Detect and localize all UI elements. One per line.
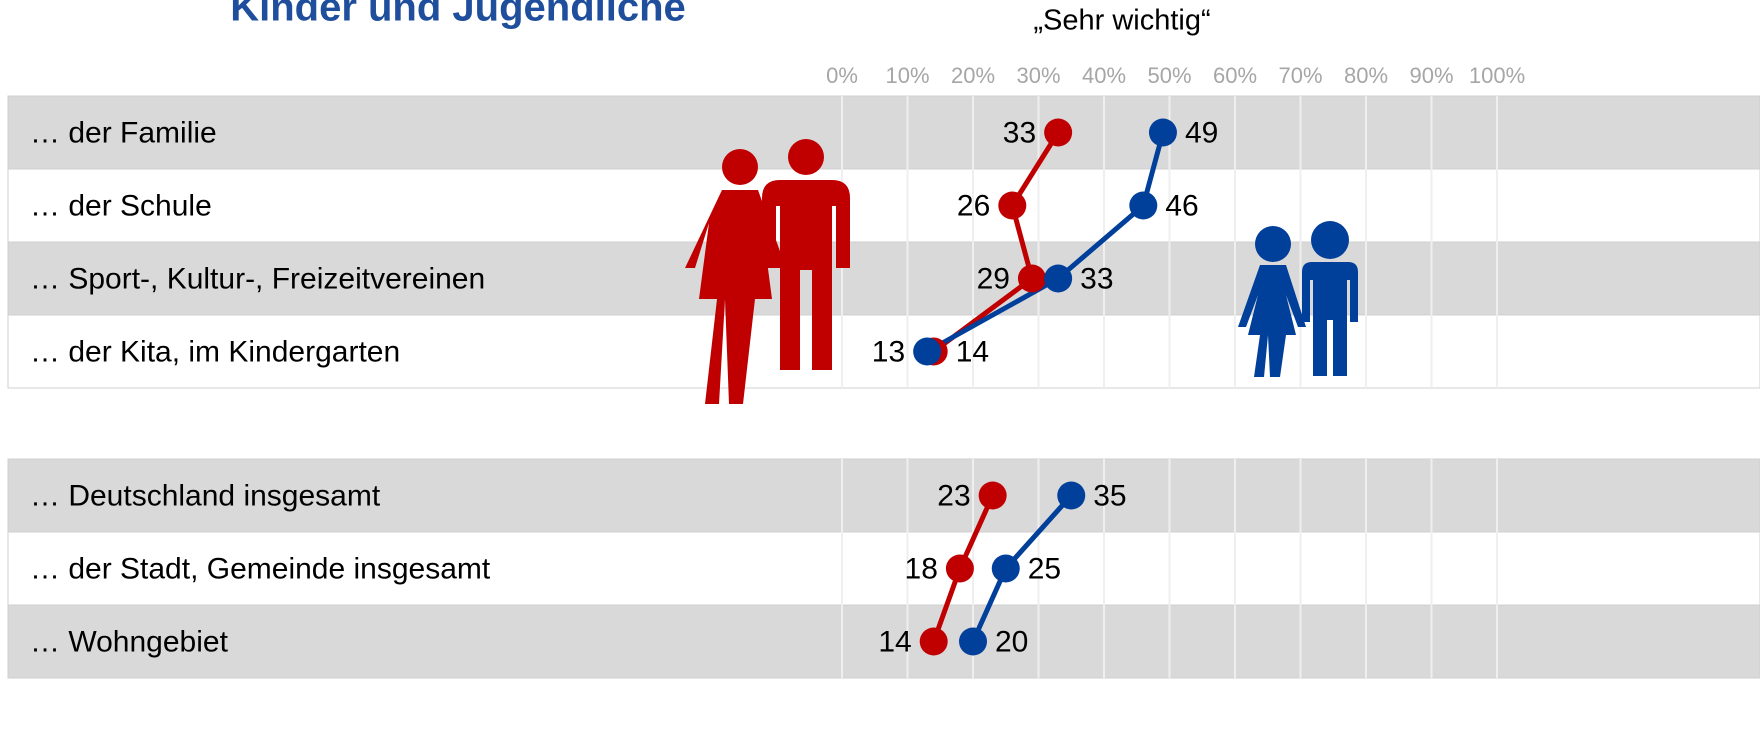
grid [841, 96, 1498, 678]
data-label: 26 [957, 189, 990, 222]
x-tick-label: 60% [1213, 63, 1257, 88]
dot [1148, 118, 1177, 147]
dot [978, 481, 1007, 510]
marks: 33 26 29 14 49 46 33 13 23 18 14 35 25 20 [872, 116, 1219, 658]
dot [1129, 191, 1158, 220]
data-label: 33 [1003, 116, 1036, 149]
data-label: 23 [937, 479, 970, 512]
chart-subtitle: „Sehr wichtig“ [1033, 5, 1210, 37]
dot [1044, 118, 1073, 147]
data-label: 33 [1080, 262, 1113, 295]
series-line [932, 131, 1061, 354]
x-tick-label: 0% [826, 63, 858, 88]
row-band [7, 95, 1760, 170]
data-label: 29 [977, 262, 1010, 295]
rows: 0% 10% 20% 30% 40% 50% 60% 70% 80% 90% 100% … der F… [7, 63, 1760, 679]
row-band [7, 458, 1760, 533]
dot [1044, 264, 1073, 293]
x-tick-label: 70% [1278, 63, 1322, 88]
category-label: … der Familie [30, 116, 217, 149]
x-tick-label: 40% [1082, 63, 1126, 88]
series-line [925, 131, 1166, 354]
adults-icon [685, 139, 850, 404]
row-band [7, 531, 1760, 606]
dot [1057, 481, 1086, 510]
icons [685, 139, 1358, 404]
x-tick-label: 10% [885, 63, 929, 88]
dot [913, 337, 942, 366]
dot [919, 627, 948, 656]
x-tick-label: 90% [1409, 63, 1453, 88]
x-tick-label: 30% [1016, 63, 1060, 88]
x-tick-label: 100% [1469, 63, 1525, 88]
data-label: 13 [872, 335, 905, 368]
row-band [7, 168, 1760, 243]
data-label: 14 [878, 625, 911, 658]
x-tick-label: 50% [1147, 63, 1191, 88]
dot [959, 627, 987, 656]
x-tick-label: 80% [1344, 63, 1388, 88]
dot [945, 554, 974, 583]
row-band [7, 314, 1760, 389]
data-label: 25 [1028, 552, 1061, 585]
category-label: … der Kita, im Kindergarten [30, 335, 400, 368]
row-band [7, 604, 1760, 679]
category-label: … Wohngebiet [30, 625, 229, 658]
category-label: … der Stadt, Gemeinde insgesamt [30, 552, 491, 585]
data-label: 18 [905, 552, 938, 585]
chart-title: Kinder und Jugendliche [230, 0, 686, 30]
data-label: 35 [1093, 479, 1126, 512]
data-label: 20 [995, 625, 1028, 658]
row-band [7, 241, 1760, 316]
category-label: … Sport-, Kultur-, Freizeitvereinen [30, 262, 485, 295]
dot [998, 191, 1027, 220]
children-icon [1238, 221, 1358, 377]
x-tick-label: 20% [951, 63, 995, 88]
category-label: … Deutschland insgesamt [30, 479, 381, 512]
dot [1017, 264, 1046, 293]
data-label: 46 [1165, 189, 1198, 222]
data-label: 49 [1185, 116, 1218, 149]
category-label: … der Schule [30, 189, 212, 222]
dot [991, 554, 1020, 583]
data-label: 14 [956, 335, 989, 368]
